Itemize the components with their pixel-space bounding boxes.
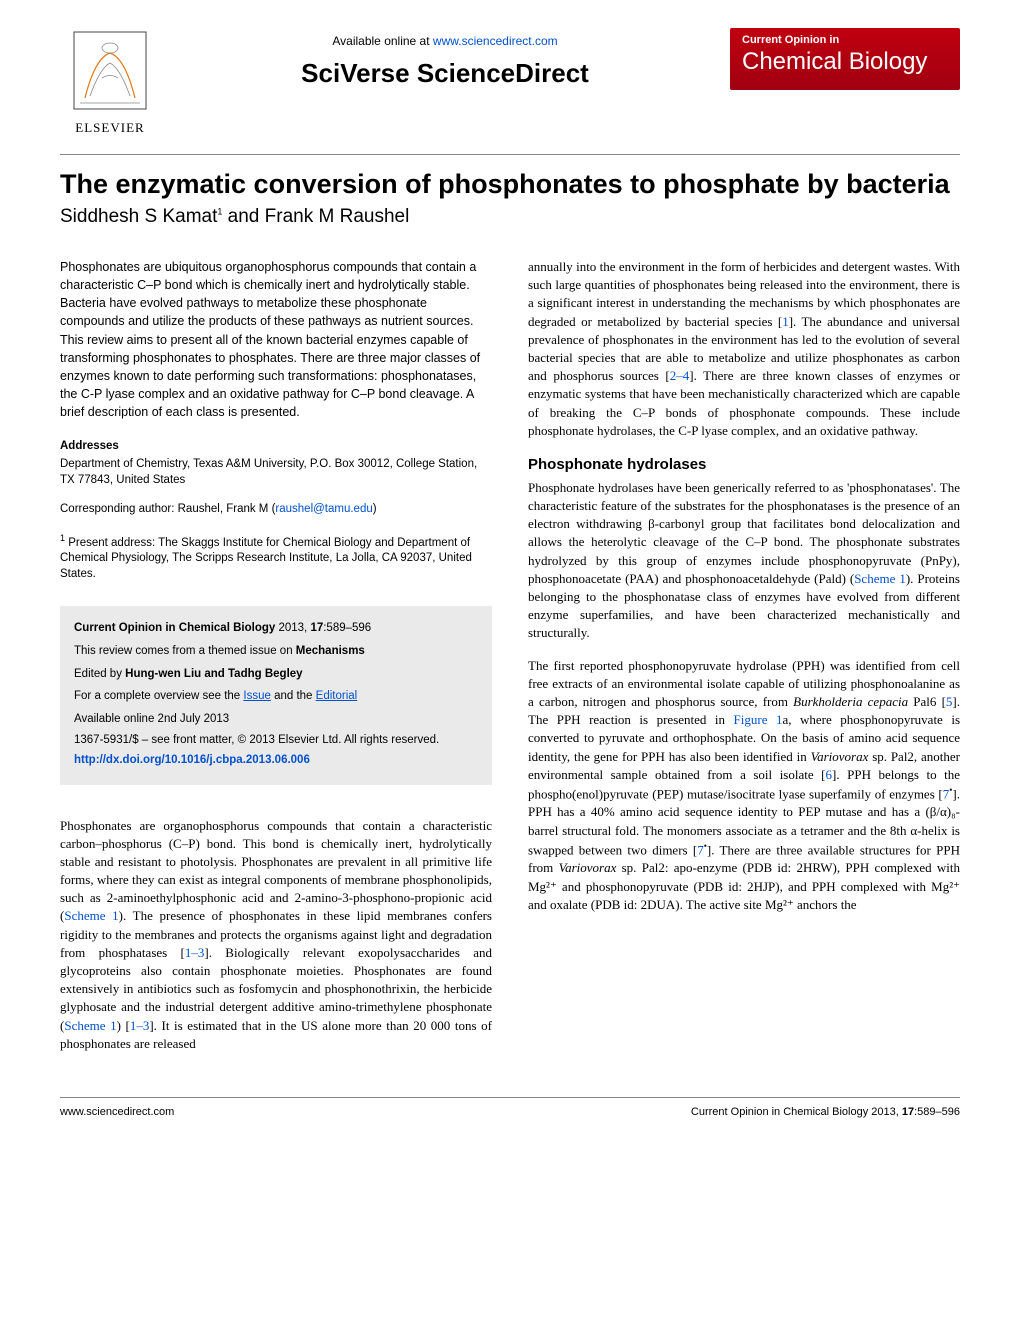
elsevier-logo-icon [70, 28, 150, 113]
doi-link[interactable]: http://dx.doi.org/10.1016/j.cbpa.2013.06… [74, 754, 310, 766]
footer-pages: :589–596 [914, 1106, 960, 1118]
right-body-text: annually into the environment in the for… [528, 258, 960, 914]
citation-pages: :589–596 [323, 622, 371, 634]
citation-line: Current Opinion in Chemical Biology 2013… [74, 618, 478, 639]
sciencedirect-link[interactable]: www.sciencedirect.com [433, 34, 558, 48]
species-2: Variovorax [811, 749, 869, 764]
themed-bold: Mechanisms [296, 645, 365, 657]
editorial-link[interactable]: Editorial [316, 690, 358, 702]
corresponding-pre: Corresponding author: Raushel, Frank M ( [60, 503, 275, 515]
corresponding-email-link[interactable]: raushel@tamu.edu [275, 503, 372, 515]
themed-pre: This review comes from a themed issue on [74, 645, 296, 657]
species-1: Burkholderia cepacia [793, 694, 908, 709]
species-3: Variovorax [559, 860, 617, 875]
center-header: Available online at www.sciencedirect.co… [160, 28, 730, 89]
issue-link[interactable]: Issue [243, 690, 271, 702]
footer-journal: Current Opinion in Chemical Biology [691, 1106, 868, 1118]
intro-para-2: annually into the environment in the for… [528, 258, 960, 440]
elsevier-block: ELSEVIER [60, 28, 160, 136]
p1-d: ) [ [117, 1018, 130, 1033]
footer-right: Current Opinion in Chemical Biology 2013… [691, 1106, 960, 1118]
article-title: The enzymatic conversion of phosphonates… [60, 169, 960, 200]
header-divider [60, 154, 960, 155]
author-2: and Frank M Raushel [222, 206, 409, 227]
scheme1-link-2[interactable]: Scheme 1 [64, 1018, 116, 1033]
author-1: Siddhesh S Kamat [60, 206, 217, 227]
elsevier-label: ELSEVIER [60, 120, 160, 136]
page-header: ELSEVIER Available online at www.science… [60, 28, 960, 136]
citation-journal: Current Opinion in Chemical Biology [74, 622, 275, 634]
corresponding-author: Corresponding author: Raushel, Frank M (… [60, 502, 492, 518]
badge-opinion: Current Opinion in [742, 34, 948, 46]
figure1-link[interactable]: Figure 1 [734, 712, 783, 727]
online-line: Available online 2nd July 2013 [74, 709, 478, 730]
footer-left: www.sciencedirect.com [60, 1106, 174, 1118]
intro-para-1: Phosphonates are organophosphorus compou… [60, 817, 492, 1053]
scheme1-link-1[interactable]: Scheme 1 [64, 908, 118, 923]
left-body-text: Phosphonates are organophosphorus compou… [60, 817, 492, 1053]
rp3-b: Pal6 [ [908, 694, 946, 709]
info-box: Current Opinion in Chemical Biology 2013… [60, 606, 492, 784]
ref-2-4-link[interactable]: 2–4 [670, 368, 690, 383]
two-column-layout: Phosphonates are ubiquitous organophosph… [60, 258, 960, 1067]
left-column: Phosphonates are ubiquitous organophosph… [60, 258, 492, 1067]
addresses: Department of Chemistry, Texas A&M Unive… [60, 457, 492, 488]
available-online-text: Available online at www.sciencedirect.co… [160, 34, 730, 48]
footer-vol: 17 [902, 1106, 914, 1118]
abstract: Phosphonates are ubiquitous organophosph… [60, 258, 492, 421]
available-online-pre: Available online at [332, 34, 433, 48]
hydrolases-para-2: The first reported phosphonopyruvate hyd… [528, 657, 960, 914]
addresses-heading: Addresses [60, 439, 492, 455]
badge-chembio: Chemical Biology [742, 48, 948, 76]
edited-bold: Hung-wen Liu and Tadhg Begley [125, 668, 302, 680]
citation-vol: 17 [310, 622, 323, 634]
scheme1-link-3[interactable]: Scheme 1 [854, 571, 906, 586]
hydrolases-para-1: Phosphonate hydrolases have been generic… [528, 479, 960, 643]
themed-line: This review comes from a themed issue on… [74, 641, 478, 662]
present-address: 1 Present address: The Skaggs Institute … [60, 532, 492, 582]
overview-pre: For a complete overview see the [74, 690, 243, 702]
ref-1-3-link-2[interactable]: 1–3 [130, 1018, 150, 1033]
ref-1-3-link[interactable]: 1–3 [185, 945, 205, 960]
doi-line: http://dx.doi.org/10.1016/j.cbpa.2013.06… [74, 750, 478, 771]
overview-and: and the [271, 690, 316, 702]
footer-year: 2013, [868, 1106, 902, 1118]
copyright-line: 1367-5931/$ – see front matter, © 2013 E… [74, 732, 478, 748]
corresponding-post: ) [373, 503, 377, 515]
section-heading-hydrolases: Phosphonate hydrolases [528, 454, 960, 475]
present-address-text: Present address: The Skaggs Institute fo… [60, 537, 472, 580]
edited-pre: Edited by [74, 668, 125, 680]
journal-badge: Current Opinion in Chemical Biology [730, 28, 960, 90]
authors: Siddhesh S Kamat1 and Frank M Raushel [60, 206, 960, 228]
overview-line: For a complete overview see the Issue an… [74, 686, 478, 707]
right-column: annually into the environment in the for… [528, 258, 960, 1067]
sciverse-brand: SciVerse ScienceDirect [160, 58, 730, 89]
page-footer: www.sciencedirect.com Current Opinion in… [60, 1097, 960, 1118]
edited-line: Edited by Hung-wen Liu and Tadhg Begley [74, 664, 478, 685]
citation-year: 2013, [275, 622, 310, 634]
